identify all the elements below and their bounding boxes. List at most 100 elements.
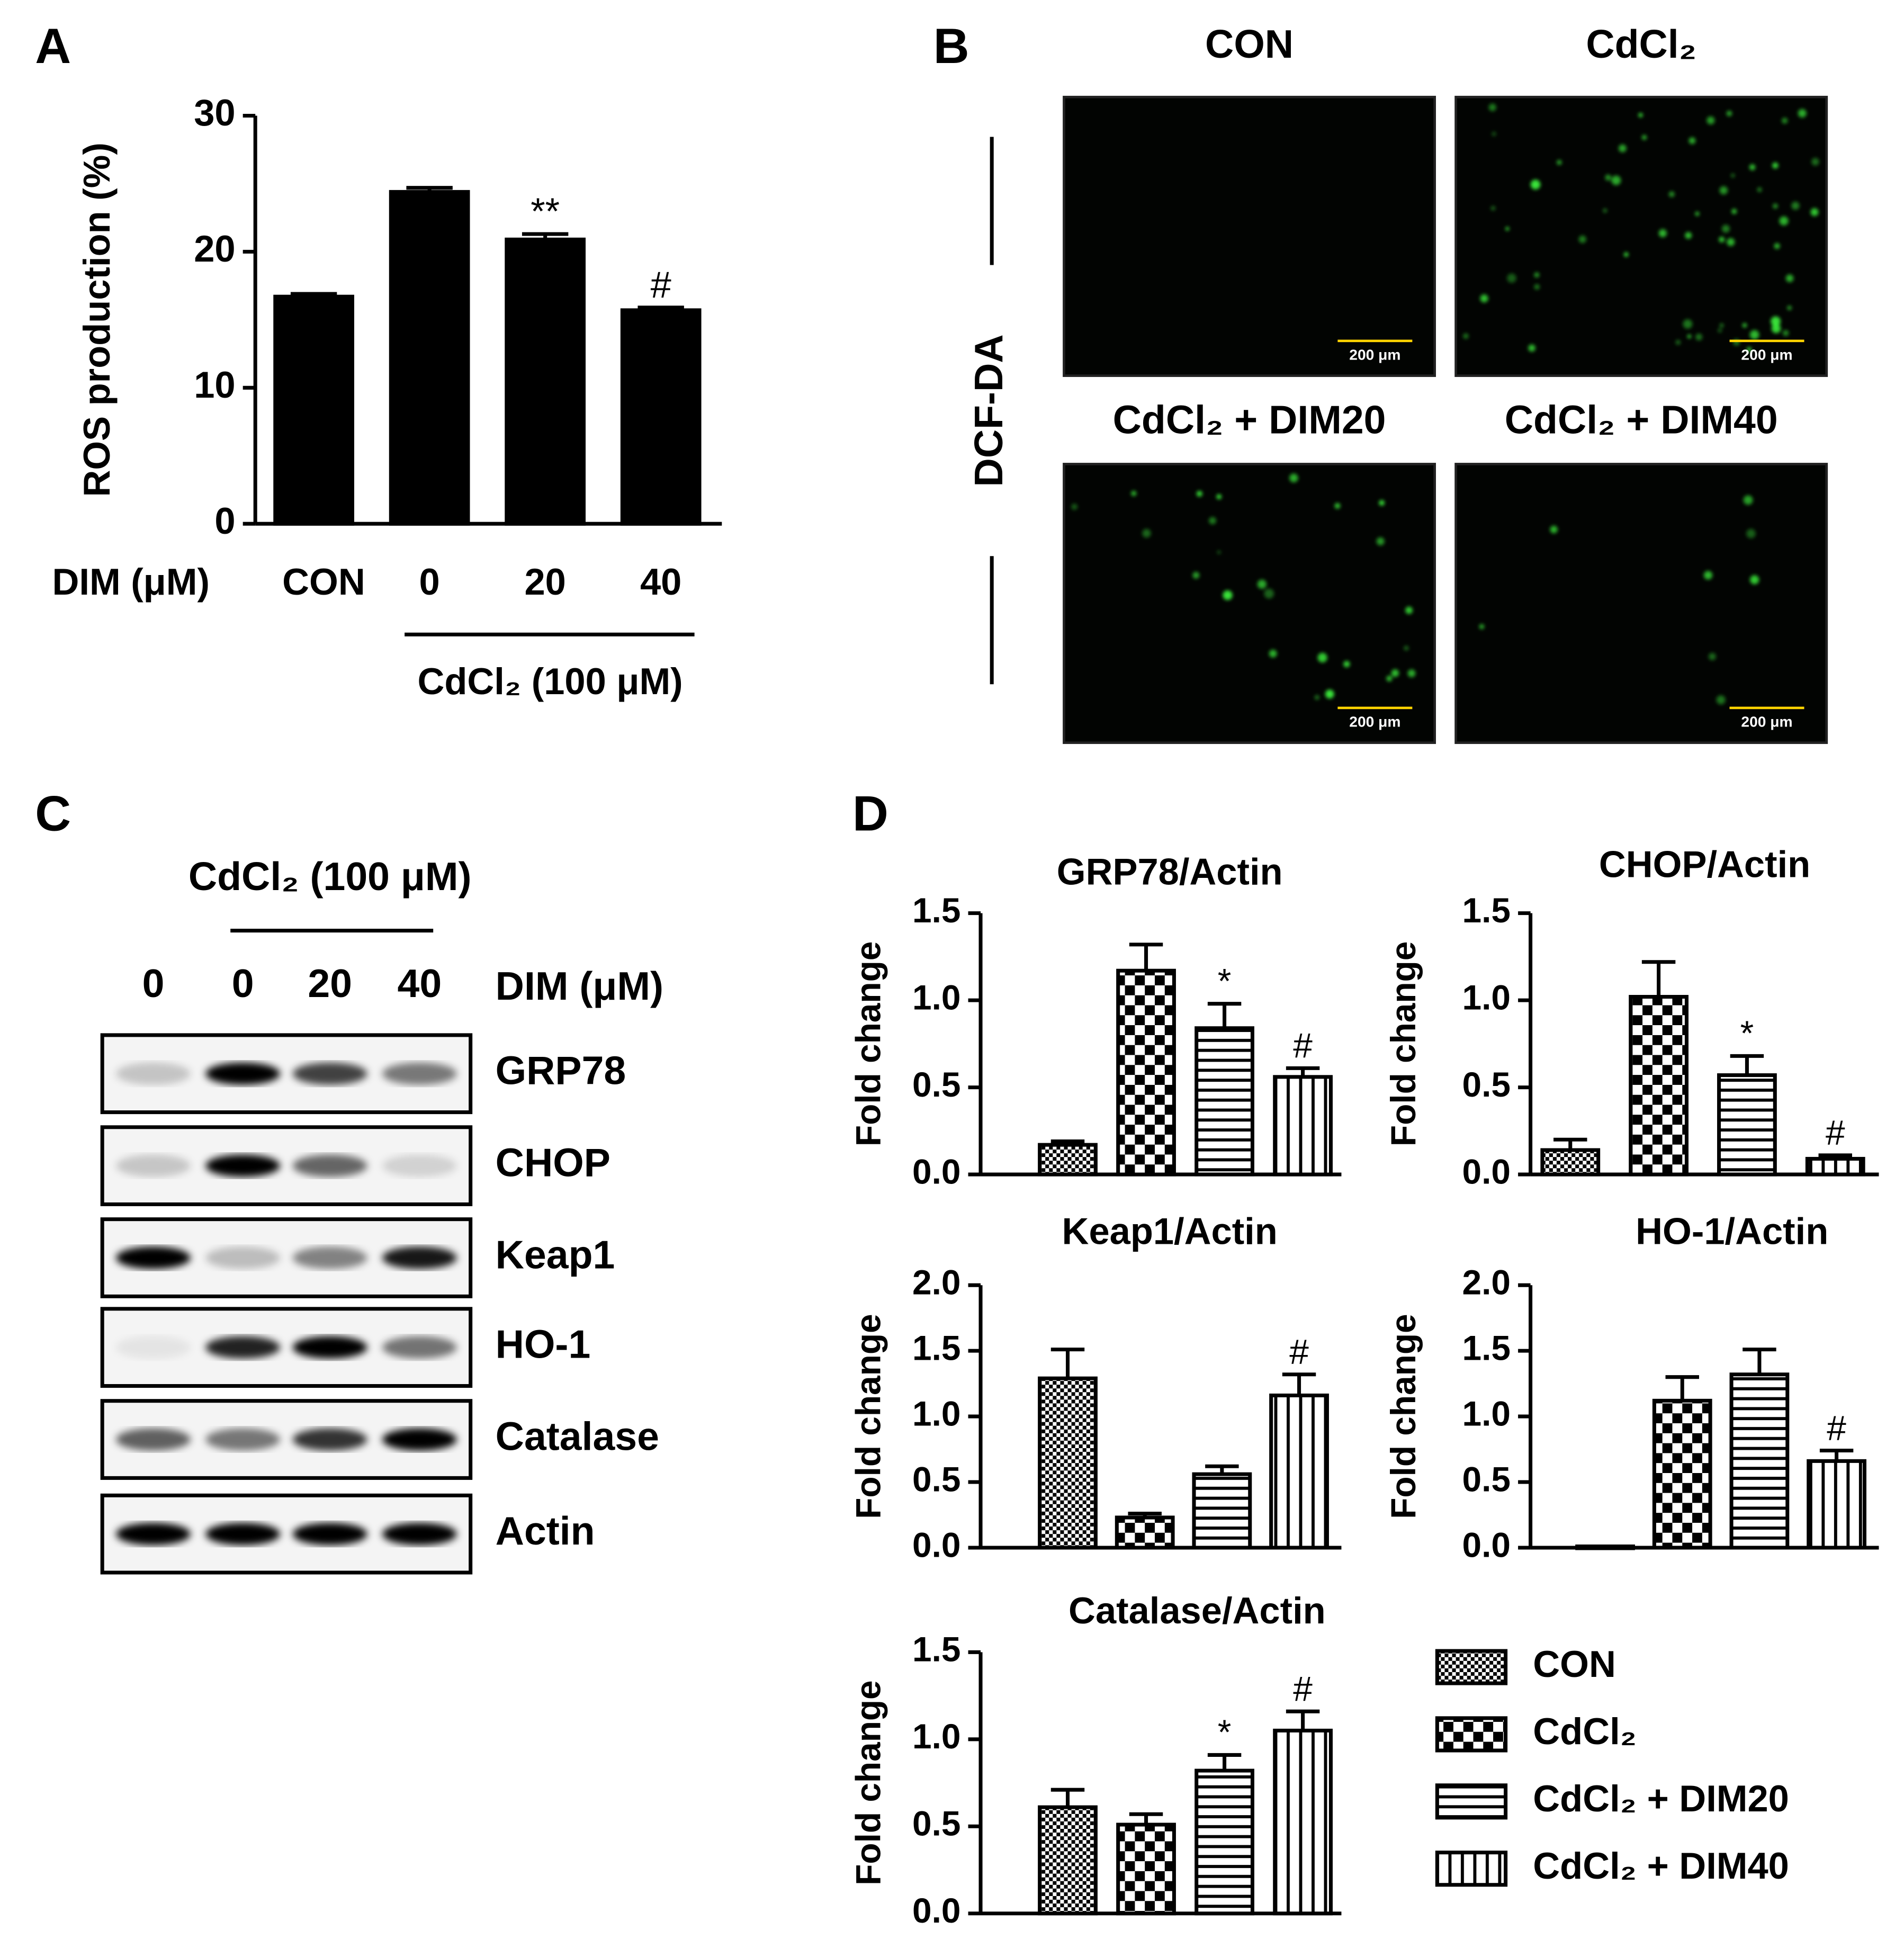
blot-band xyxy=(116,1428,191,1451)
cell-signal xyxy=(1719,236,1725,243)
bar xyxy=(1717,1073,1777,1177)
cell-signal xyxy=(1731,173,1735,178)
y-tick-label: 20 xyxy=(194,228,235,270)
y-axis-label: Fold change xyxy=(849,1680,888,1885)
bar xyxy=(1192,1472,1252,1550)
blot-band xyxy=(205,1246,281,1269)
error-bar xyxy=(1282,1372,1316,1396)
significance-label: # xyxy=(1293,1026,1313,1065)
x-tick-label: 40 xyxy=(640,561,681,603)
cell-signal xyxy=(1747,347,1752,352)
cell-signal xyxy=(1343,661,1350,668)
cell-signal xyxy=(1791,201,1800,210)
y-tick-label: 1.0 xyxy=(912,1394,960,1433)
stain-label: DCF-DA xyxy=(966,334,1011,487)
cell-signal xyxy=(1530,179,1541,190)
blot-band xyxy=(382,1522,457,1546)
blot-band xyxy=(116,1522,191,1546)
cell-signal xyxy=(1479,624,1485,630)
significance-label: ** xyxy=(531,190,560,232)
blot-band xyxy=(382,1154,457,1177)
bar xyxy=(1116,1823,1176,1916)
error-bar xyxy=(290,292,337,297)
y-tick-label: 1.5 xyxy=(912,891,960,930)
bar xyxy=(1038,1805,1098,1916)
significance-label: # xyxy=(1827,1408,1846,1447)
cell-signal xyxy=(1490,205,1496,211)
y-tick-label: 1.5 xyxy=(1462,1328,1511,1368)
blot-band xyxy=(205,1062,281,1085)
error-bar xyxy=(1207,1753,1242,1771)
significance-label: # xyxy=(1289,1332,1309,1371)
error-bar xyxy=(1050,1348,1085,1379)
bar xyxy=(1273,1075,1333,1177)
bar xyxy=(1629,995,1689,1177)
error-bar xyxy=(1207,1002,1242,1028)
cell-signal xyxy=(1703,571,1713,580)
y-axis-label: Fold change xyxy=(849,941,888,1146)
cell-signal xyxy=(1603,208,1607,213)
error-bar xyxy=(1665,1375,1699,1401)
micrograph xyxy=(1454,95,1828,377)
cell-signals xyxy=(1479,495,1759,705)
scale-bar-label: 200 μm xyxy=(1349,346,1400,363)
panel-letter: C xyxy=(35,786,71,841)
cell-signal xyxy=(1289,473,1298,482)
significance-label: # xyxy=(1293,1669,1313,1708)
cell-signal xyxy=(1379,500,1385,506)
cell-signal xyxy=(1811,158,1819,166)
cell-signal xyxy=(1578,235,1586,244)
cell-signal xyxy=(1334,502,1341,509)
cell-signal xyxy=(1071,504,1077,510)
blot-band xyxy=(292,1154,367,1177)
cell-signal xyxy=(1405,606,1413,614)
cell-signal xyxy=(1142,528,1151,538)
y-tick-label: 0.5 xyxy=(1462,1459,1511,1498)
x-tick-label: 20 xyxy=(524,561,565,603)
error-bar xyxy=(522,232,569,240)
cell-signal xyxy=(1325,689,1334,699)
cell-signal xyxy=(1557,160,1562,165)
y-tick-label: 1.5 xyxy=(912,1328,960,1368)
blot-band xyxy=(292,1246,367,1269)
cell-signal xyxy=(1314,695,1319,700)
error-bar xyxy=(1818,1153,1852,1159)
y-tick-label: 1.5 xyxy=(912,1630,960,1669)
cell-signal xyxy=(1658,229,1667,238)
panel-letter: D xyxy=(852,786,888,841)
cell-signal xyxy=(1131,490,1137,497)
cell-signal xyxy=(1782,118,1788,124)
cell-signal xyxy=(1719,186,1728,195)
cell-signal xyxy=(1492,131,1496,136)
blot-band xyxy=(292,1062,367,1085)
bar xyxy=(1805,1156,1865,1177)
bar xyxy=(273,294,354,526)
legend-swatch xyxy=(1435,1649,1508,1685)
cell-signal xyxy=(1196,490,1202,497)
cell-signal xyxy=(1798,109,1807,118)
y-tick-label: 1.5 xyxy=(1462,891,1511,930)
cell-signal xyxy=(1217,550,1221,554)
cell-signal xyxy=(1771,316,1781,327)
y-axis-label: Fold change xyxy=(849,1314,888,1519)
y-tick-label: 10 xyxy=(194,364,235,406)
cell-signal xyxy=(1223,590,1233,600)
y-tick-label: 30 xyxy=(194,92,235,133)
bar xyxy=(389,190,470,526)
y-axis-label: ROS production (%) xyxy=(76,142,118,497)
y-axis-label: Fold change xyxy=(1384,941,1423,1146)
cell-signal xyxy=(1192,572,1200,579)
y-tick-label: 1.0 xyxy=(912,1717,960,1756)
scale-bar-label: 200 μm xyxy=(1741,346,1792,363)
bar xyxy=(1540,1148,1601,1177)
cell-signal xyxy=(1675,339,1681,345)
blot-row-label: Keap1 xyxy=(496,1232,615,1277)
blot-band xyxy=(205,1336,281,1359)
y-tick-label: 0.0 xyxy=(912,1525,960,1564)
cell-signal xyxy=(1463,333,1469,339)
image-title: CdCl₂ + DIM20 xyxy=(1113,398,1386,442)
bar xyxy=(1038,1376,1098,1550)
cell-signal xyxy=(1480,294,1488,303)
chart-title: GRP78/Actin xyxy=(1057,850,1283,892)
